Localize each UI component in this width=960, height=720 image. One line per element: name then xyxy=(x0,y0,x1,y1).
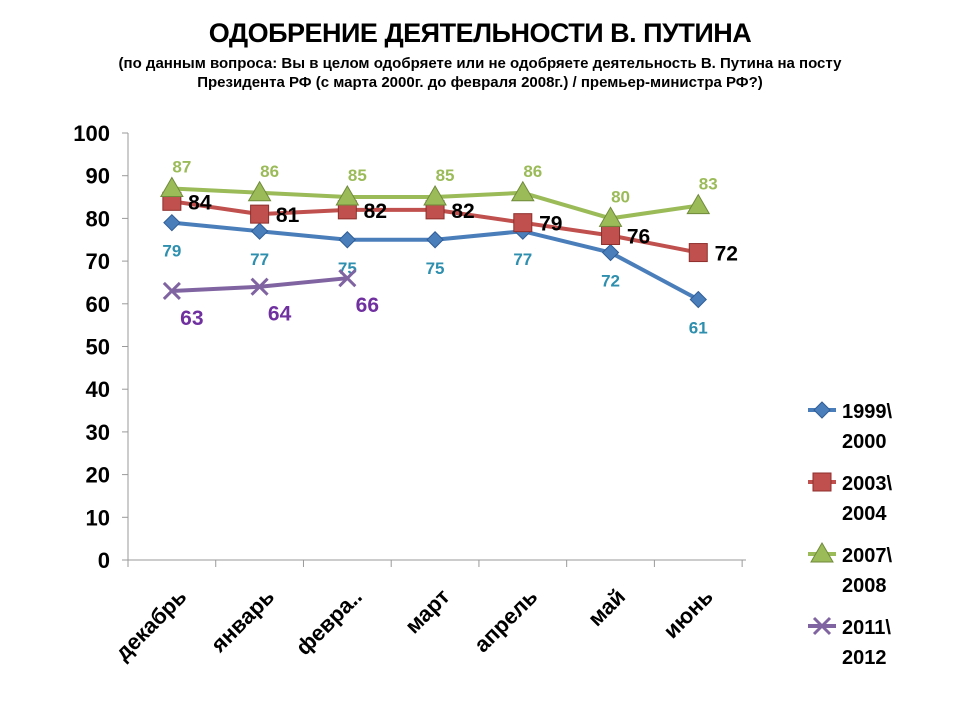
data-label: 76 xyxy=(627,225,650,248)
data-label: 75 xyxy=(338,259,357,278)
data-label: 72 xyxy=(715,243,738,266)
x-tick-label: январь xyxy=(205,584,279,658)
x-tick-label: апрель xyxy=(469,584,542,657)
data-point xyxy=(686,193,711,215)
legend-label: 2007\ xyxy=(842,545,892,567)
series-line xyxy=(171,276,348,293)
y-tick-label: 70 xyxy=(86,249,110,274)
chart-title: ОДОБРЕНИЕ ДЕЯТЕЛЬНОСТИ В. ПУТИНА xyxy=(208,18,752,48)
data-point xyxy=(426,231,444,249)
x-tick-label: февра.. xyxy=(291,584,367,660)
data-point xyxy=(689,290,707,309)
y-tick-label: 20 xyxy=(86,463,110,488)
y-tick-label: 10 xyxy=(86,505,110,530)
data-label: 82 xyxy=(364,200,387,223)
data-label: 77 xyxy=(513,250,532,269)
y-tick-label: 60 xyxy=(86,292,110,317)
data-label: 83 xyxy=(699,175,718,194)
data-label: 87 xyxy=(172,158,191,177)
y-tick-label: 40 xyxy=(86,377,110,402)
data-point xyxy=(510,180,535,202)
data-point xyxy=(335,185,360,206)
data-label: 85 xyxy=(436,166,455,185)
data-label: 63 xyxy=(180,307,203,330)
data-label: 64 xyxy=(268,303,292,326)
y-tick-label: 50 xyxy=(86,335,110,360)
data-label: 79 xyxy=(162,242,181,261)
data-label: 79 xyxy=(539,213,562,236)
data-point xyxy=(423,185,447,206)
data-label: 61 xyxy=(689,319,708,338)
data-point xyxy=(250,222,269,240)
y-tick-label: 30 xyxy=(86,420,110,445)
data-label: 81 xyxy=(276,204,300,227)
data-label: 82 xyxy=(451,200,474,223)
legend-label: 1999\ xyxy=(842,401,892,423)
data-point xyxy=(247,180,272,202)
data-label: 86 xyxy=(523,162,542,181)
data-label: 72 xyxy=(601,272,620,291)
data-point xyxy=(250,277,269,296)
data-point xyxy=(338,231,357,249)
data-label: 66 xyxy=(356,294,379,317)
data-label: 84 xyxy=(188,191,212,214)
data-point xyxy=(163,213,181,232)
data-point xyxy=(250,204,270,224)
data-label: 86 xyxy=(260,162,279,181)
legend-label: 2003\ xyxy=(842,473,892,495)
data-label: 77 xyxy=(250,250,269,269)
legend-label: 2012 xyxy=(842,647,887,669)
y-tick-label: 0 xyxy=(98,548,110,573)
x-tick-label: июнь xyxy=(658,584,717,643)
data-point xyxy=(338,269,357,288)
data-point xyxy=(162,281,181,301)
legend-marker xyxy=(812,472,832,492)
legend-label: 2004 xyxy=(842,503,887,525)
y-tick-label: 100 xyxy=(73,121,110,146)
data-point xyxy=(513,213,533,233)
data-point xyxy=(688,243,708,263)
data-label: 75 xyxy=(426,259,445,278)
x-tick-label: май xyxy=(583,584,630,631)
data-point xyxy=(601,225,621,245)
chart-subtitle: (по данным вопроса: Вы в целом одобряете… xyxy=(118,55,842,91)
data-point xyxy=(159,176,184,198)
legend-marker xyxy=(810,542,834,563)
legend-marker xyxy=(812,616,832,636)
x-tick-label: декабрь xyxy=(110,584,191,665)
y-tick-label: 90 xyxy=(86,164,110,189)
legend-label: 2000 xyxy=(842,431,887,453)
legend-marker xyxy=(813,401,831,419)
data-point xyxy=(601,243,620,262)
legend-label: 2011\ xyxy=(842,617,891,639)
y-tick-label: 80 xyxy=(86,206,110,231)
data-label: 80 xyxy=(611,187,630,206)
data-label: 85 xyxy=(348,166,367,185)
data-point xyxy=(598,206,623,227)
legend-label: 2008 xyxy=(842,575,887,597)
x-tick-label: март xyxy=(400,584,455,639)
